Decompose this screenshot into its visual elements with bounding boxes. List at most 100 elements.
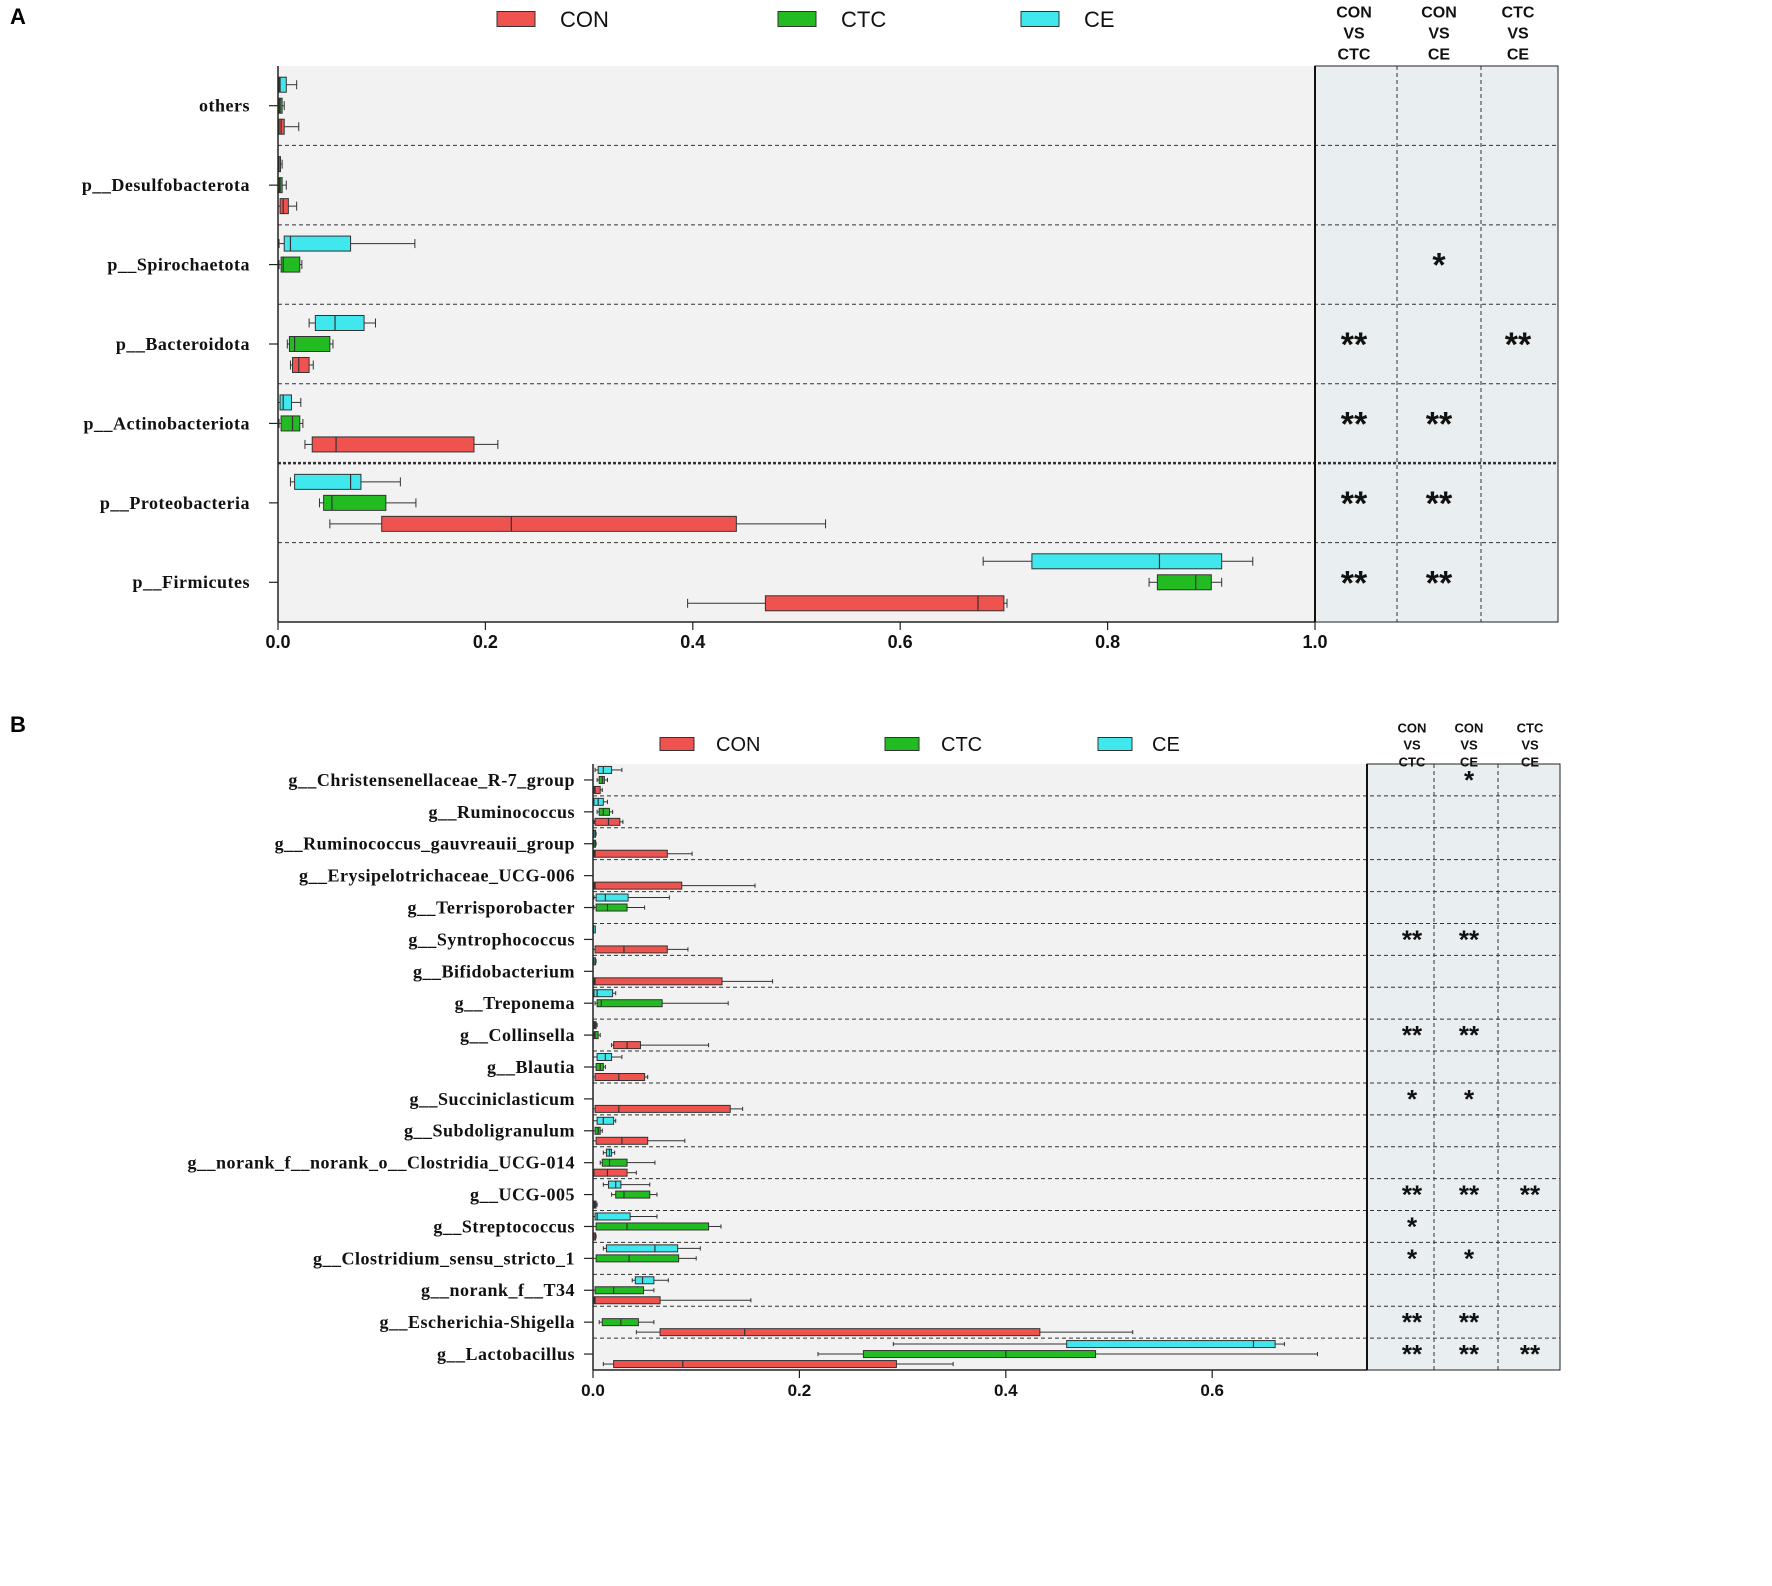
category-label: p__Spirochaetota [107, 255, 250, 275]
category-label: others [199, 96, 250, 116]
significance-mark: ** [1341, 326, 1368, 364]
comparison-header-3: CE [1521, 755, 1539, 770]
legend-label-con: CON [716, 734, 760, 756]
comparison-header-3: CTC [1502, 5, 1535, 22]
box-ce [597, 765, 613, 774]
category-label: p__Desulfobacterota [82, 175, 250, 195]
significance-mark: * [1407, 1211, 1418, 1241]
box-ce [1066, 1340, 1276, 1349]
comparison-header-1: CTC [1338, 47, 1371, 64]
significance-mark: ** [1341, 405, 1368, 443]
box-ctc [288, 336, 331, 352]
significance-mark: ** [1505, 326, 1532, 364]
x-tick-label: 0.4 [680, 632, 705, 652]
box-ce [594, 1212, 631, 1221]
box-ctc [595, 1222, 710, 1231]
comparison-header-3: CTC [1517, 721, 1544, 736]
significance-mark: * [1407, 1243, 1418, 1273]
panel-b: B CON CTC CE CON VS CTC CON VS CE CTC VS CE g__Christ… [10, 712, 1561, 1400]
legend-label-ctc: CTC [841, 7, 886, 32]
box-con [593, 1168, 628, 1177]
box-con [594, 945, 668, 954]
box-ctc [1156, 574, 1212, 591]
box-con [593, 1296, 661, 1305]
box-ctc [595, 903, 628, 912]
comparison-header-1: CON [1398, 721, 1427, 736]
comparison-header-2: CON [1421, 5, 1457, 22]
box-ctc [598, 807, 611, 816]
category-label: g__Erysipelotrichaceae_UCG-006 [299, 866, 575, 886]
significance-mark: ** [1520, 1180, 1541, 1210]
x-tick-label: 0.8 [1095, 632, 1120, 652]
legend-label-con: CON [560, 7, 609, 32]
box-ce [596, 1116, 615, 1125]
box-con [764, 595, 1005, 612]
comparison-header-1: VS [1403, 738, 1421, 753]
comparison-header-3: VS [1521, 738, 1539, 753]
significance-mark: ** [1341, 564, 1368, 602]
category-label: g__Clostridium_sensu_stricto_1 [313, 1248, 575, 1268]
panel-letter: B [10, 712, 26, 737]
category-label: p__Bacteroidota [116, 334, 250, 354]
category-label: g__Bifidobacterium [413, 961, 575, 981]
significance-mark: ** [1520, 1339, 1541, 1369]
box-con [594, 1073, 646, 1081]
panel-letter: A [10, 4, 26, 29]
significance-mark: ** [1459, 1020, 1480, 1050]
x-tick-label: 0.4 [994, 1381, 1018, 1400]
x-tick-label: 0.0 [265, 632, 290, 652]
significance-mark: ** [1341, 485, 1368, 523]
box-ctc [601, 1158, 628, 1167]
x-tick-label: 0.6 [1200, 1381, 1224, 1400]
box-ce [1031, 553, 1223, 570]
significance-mark: ** [1459, 1180, 1480, 1210]
box-con [311, 436, 475, 453]
significance-mark: ** [1402, 1307, 1423, 1337]
category-label: p__Proteobacteria [100, 493, 250, 513]
legend-swatch-con [496, 11, 536, 27]
category-label: p__Firmicutes [133, 572, 250, 592]
category-label: g__norank_f__T34 [421, 1280, 575, 1300]
legend-label-ce: CE [1152, 734, 1180, 756]
legend-label-ctc: CTC [941, 734, 982, 756]
significance-mark: * [1407, 1084, 1418, 1114]
box-ce [279, 394, 292, 411]
box-ctc [280, 415, 301, 432]
legend-swatch-ctc [777, 11, 817, 27]
significance-mark: * [1464, 1084, 1475, 1114]
category-label: g__Lactobacillus [437, 1344, 575, 1364]
comparison-header-2: VS [1428, 26, 1450, 43]
category-label: g__Ruminococcus_gauvreauii_group [275, 834, 575, 854]
comparison-header-2: VS [1460, 738, 1478, 753]
category-label: g__Escherichia-Shigella [380, 1312, 576, 1332]
significance-mark: ** [1402, 1020, 1423, 1050]
legend-label-ce: CE [1084, 7, 1115, 32]
category-label: g__Ruminococcus [429, 802, 576, 822]
comparison-header-1: CTC [1399, 755, 1426, 770]
box-ctc [594, 1286, 645, 1295]
box-ctc [323, 494, 387, 511]
significance-mark: ** [1459, 1339, 1480, 1369]
x-tick-label: 0.2 [473, 632, 498, 652]
category-label: g__Streptococcus [433, 1216, 575, 1236]
box-con [594, 1104, 731, 1113]
comparison-header-2: CE [1428, 47, 1451, 64]
box-con [593, 849, 668, 858]
box-con [593, 977, 723, 986]
plot-area [593, 764, 1367, 1370]
box-con [594, 817, 621, 826]
box-ce [634, 1276, 655, 1285]
comparison-header-2: CE [1460, 755, 1478, 770]
box-ce [314, 315, 365, 331]
comparison-header-2: CON [1455, 721, 1484, 736]
category-label: g__UCG-005 [470, 1185, 575, 1205]
box-ctc [862, 1350, 1097, 1359]
box-ctc [593, 1031, 599, 1040]
x-tick-label: 0.6 [888, 632, 913, 652]
significance-mark: ** [1426, 405, 1453, 443]
significance-mark: * [1432, 247, 1446, 285]
category-label: g__norank_f__norank_o__Clostridia_UCG-01… [187, 1153, 575, 1173]
panel-a: A CON CTC CE CON VS CTC CON VS CE CTC VS CE others p__… [10, 4, 1559, 652]
box-ce [278, 76, 287, 93]
box-con [381, 515, 737, 532]
